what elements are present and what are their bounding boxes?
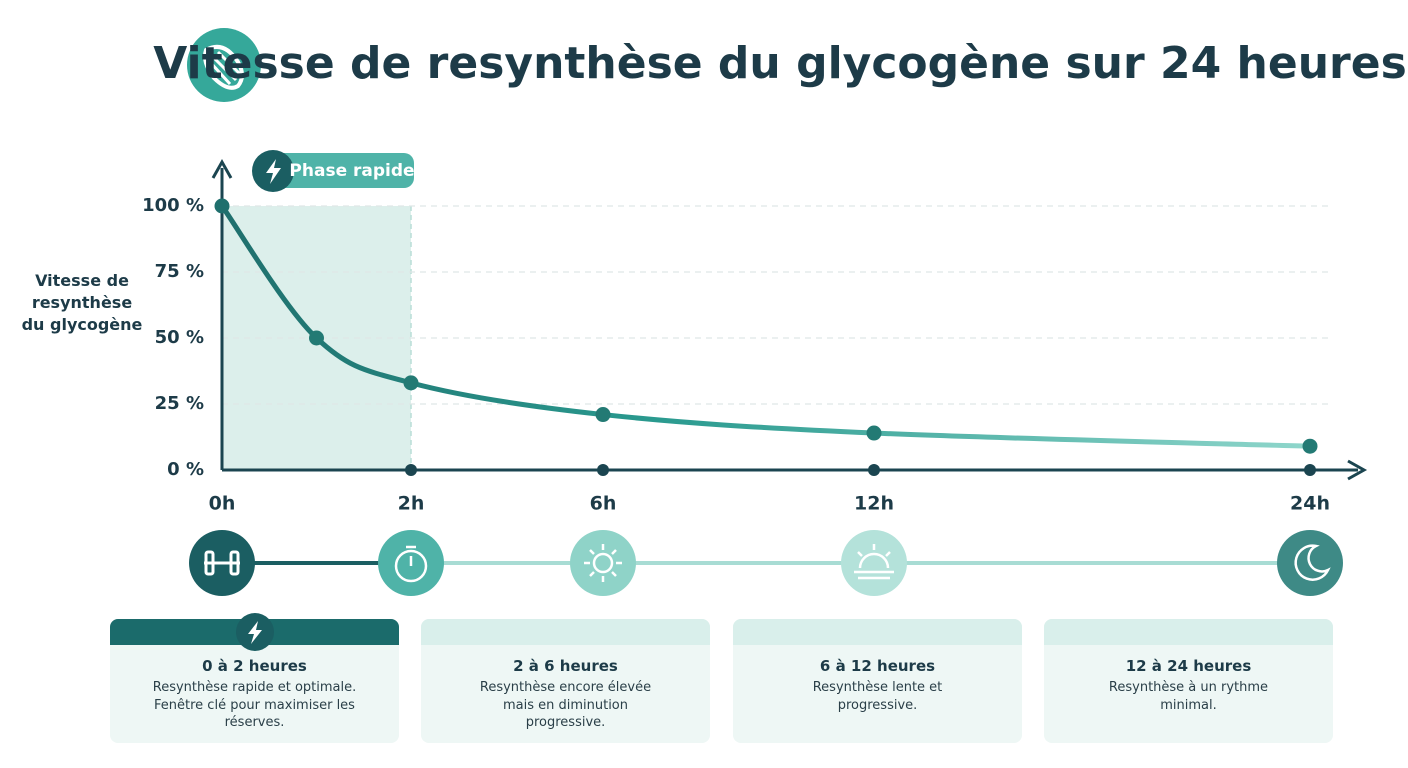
phase-title: 2 à 6 heures: [513, 657, 618, 675]
x-tick-label: 12h: [854, 493, 894, 515]
y-axis-title: Vitesse de resynthèse du glycogène: [21, 271, 143, 334]
x-tick-label: 0h: [209, 493, 236, 515]
chart-title: Vitesse de resynthèse du glycogène sur 2…: [153, 38, 1407, 89]
data-point: [403, 375, 419, 391]
x-axis-arrow: [1347, 459, 1368, 481]
card-strip: [1044, 619, 1333, 645]
y-tick-label: 25 %: [155, 393, 204, 414]
phase-text: Resynthèse encore élevée mais en diminut…: [479, 680, 652, 730]
x-tick-mark: [405, 464, 417, 476]
data-point: [214, 198, 230, 214]
card-strip: [733, 619, 1022, 645]
y-tick-label: 50 %: [155, 327, 204, 348]
phase-title: 6 à 12 heures: [819, 657, 936, 675]
phase-title: 0 à 2 heures: [202, 657, 307, 675]
y-tick-label: 0 %: [167, 459, 204, 480]
x-tick-mark: [1304, 464, 1316, 476]
y-tick-label: 75 %: [155, 261, 204, 282]
x-tick-label: 2h: [398, 493, 425, 515]
badge-bolt: [266, 159, 281, 184]
phase-title: 12 à 24 heures: [1125, 657, 1252, 675]
badge-label: Phase rapide: [289, 161, 414, 181]
phase-text: Resynthèse rapide et optimale. Fenêtre c…: [152, 680, 357, 730]
y-tick-label: 100 %: [142, 195, 204, 216]
badge: [256, 153, 414, 188]
data-point: [309, 330, 324, 346]
x-tick-label: 24h: [1290, 493, 1330, 515]
card-icon: [236, 613, 274, 651]
data-point: [866, 425, 882, 441]
card-strip: [421, 619, 710, 645]
data-point: [1302, 438, 1318, 454]
y-axis-arrow: [211, 158, 233, 179]
x-tick-mark: [597, 464, 609, 476]
phase-text: Resynthèse lente et progressive.: [812, 680, 943, 713]
phase-card: 6 à 12 heures Resynthèse lente et progres…: [733, 619, 1022, 743]
timeline: [189, 530, 1343, 596]
phase-card: 2 à 6 heures Resynthèse encore élevée mai…: [421, 619, 710, 743]
title-icon: [187, 28, 261, 102]
phase-text: Resynthèse à un rythme minimal.: [1108, 680, 1269, 713]
phase-card: 12 à 24 heures Resynthèse à un rythme min…: [1044, 619, 1333, 743]
data-point: [595, 407, 611, 423]
x-tick-mark: [868, 464, 880, 476]
x-tick-label: 6h: [590, 493, 617, 515]
